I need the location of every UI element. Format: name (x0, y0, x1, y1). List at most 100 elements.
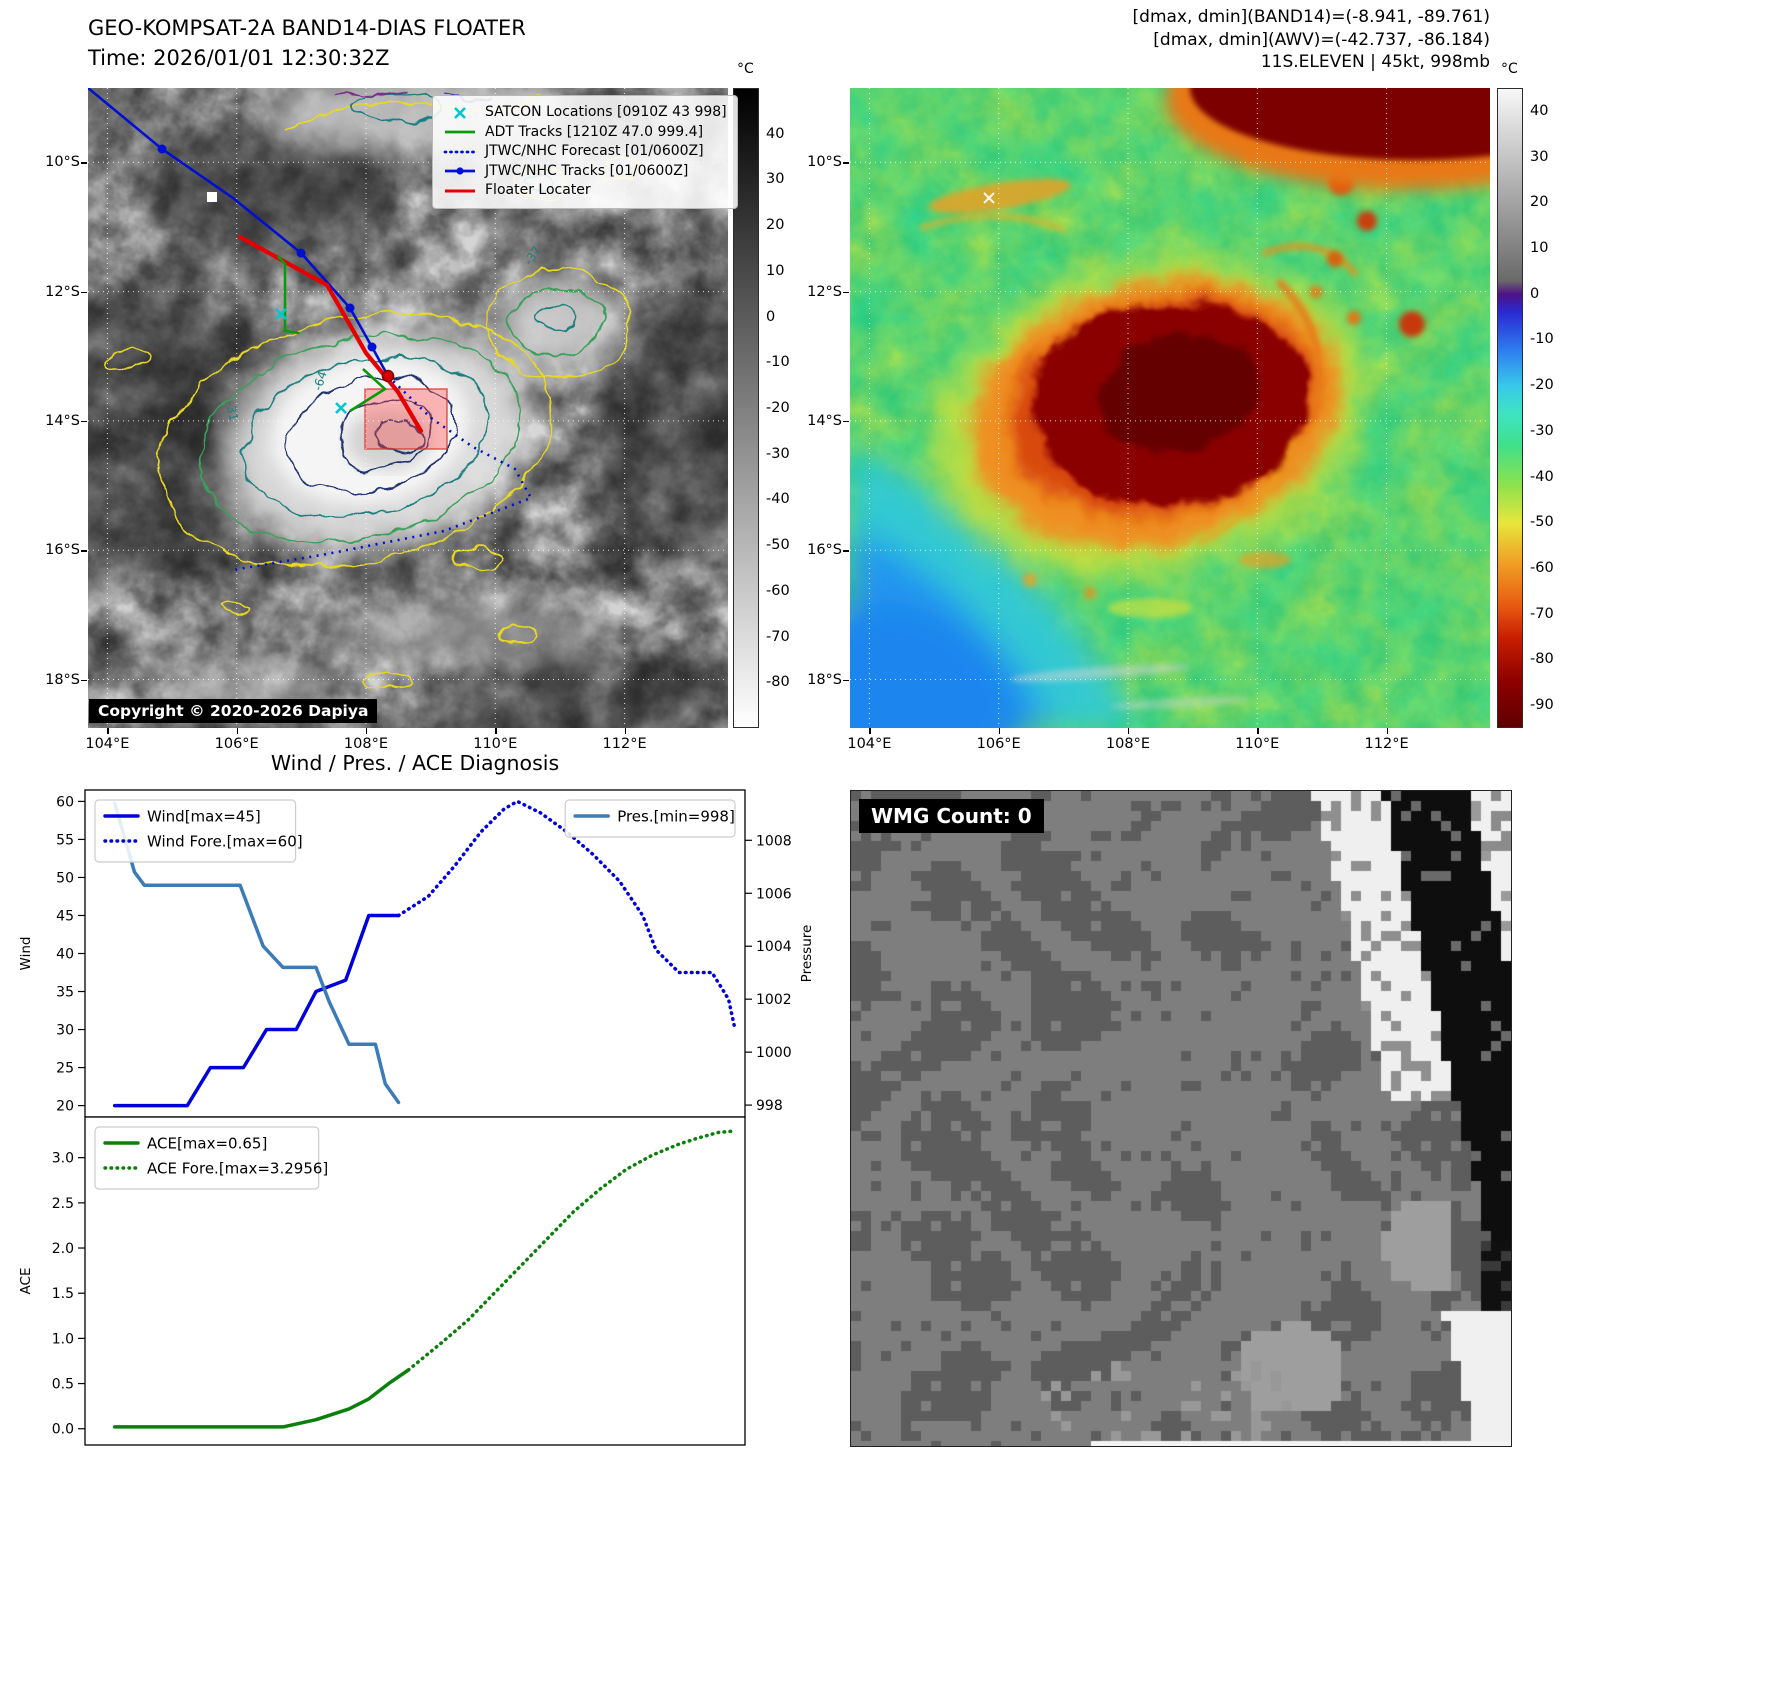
colorbar-tick-label: -60 (1530, 560, 1554, 576)
longitude-tick-label: 108°E (343, 736, 389, 752)
copyright-watermark: Copyright © 2020-2026 Dapiya (89, 699, 378, 723)
y2-tick-label: 1000 (756, 1045, 792, 1061)
legend-marker-shape (454, 106, 466, 119)
central-dense-overcast (933, 261, 1367, 575)
contour-label: -31 (223, 400, 241, 422)
storm-id-intensity: 11S.ELEVEN | 45kt, 998mb (1260, 52, 1490, 72)
red-line-marker (445, 189, 475, 193)
y-tick-label: 40 (56, 947, 74, 963)
y-tick-label: 0.5 (52, 1377, 74, 1393)
y-tick-label: 1.0 (52, 1331, 74, 1347)
axis-tick-mark (1127, 728, 1130, 734)
latitude-tick-label: 12°S (45, 283, 80, 300)
legend-item-label: Floater Locater (485, 182, 591, 198)
y-tick-label: 30 (56, 1023, 74, 1039)
legend-item: SATCON Locations [0910Z 43 998] (443, 103, 727, 123)
latitude-tick-label: 14°S (45, 412, 80, 429)
track-point (157, 144, 167, 154)
y2-tick-label: 1002 (756, 992, 792, 1008)
longitude-tick-label: 112°E (602, 736, 647, 752)
series-line (112, 1368, 411, 1429)
colorbar-tick-label: 10 (766, 262, 785, 279)
chart-legend-box (94, 799, 297, 863)
colorbar-tick-label: 40 (766, 125, 785, 142)
colorbar-tick-label: -40 (1530, 468, 1554, 485)
floater-region-box (364, 388, 448, 450)
convective-streamers (1197, 243, 1358, 546)
colorbar-tick-label: -70 (766, 628, 790, 645)
adt-track-line (349, 368, 388, 413)
longitude-tick-label: 110°E (473, 736, 518, 752)
diagnosis-title: Wind / Pres. / ACE Diagnosis (270, 751, 560, 775)
axis-tick-mark (843, 679, 849, 681)
track-point (367, 342, 377, 352)
axis-tick-mark (81, 162, 87, 164)
legend-item: ADT Tracks [1210Z 47.0 999.4] (443, 123, 727, 143)
series-line (112, 801, 401, 1105)
legend-item-label: SATCON Locations [0910Z 43 998] (485, 104, 727, 120)
colorbar-tick-label: 20 (766, 217, 785, 234)
y-tick-label: 60 (56, 794, 74, 810)
latitude-tick-label: 14°S (807, 412, 842, 429)
colorbar-tick-label: 0 (766, 308, 776, 325)
colorbar-tick-label: -30 (1530, 422, 1554, 439)
awv-dmax-band14: [dmax, dmin](BAND14)=(-8.941, -89.761) (1132, 7, 1490, 27)
blue-dotted-marker (443, 150, 477, 154)
axis-tick-mark (81, 420, 87, 423)
series-line (406, 1129, 737, 1372)
band14-time: Time: 2026/01/01 12:30:32Z (88, 46, 390, 70)
legend-item: JTWC/NHC Forecast [01/0600Z] (443, 142, 727, 162)
chart-legend-label: ACE Fore.[max=3.2956] (147, 1160, 328, 1178)
northeast-cloud-shield (1165, 88, 1490, 190)
scattered-convection-spots (919, 150, 1425, 710)
band14-map-legend: SATCON Locations [0910Z 43 998] ADT Track… (432, 95, 738, 209)
axis-tick-mark (495, 728, 497, 734)
legend-item-label: ADT Tracks [1210Z 47.0 999.4] (485, 123, 704, 140)
colorbar-tick-label: -90 (1530, 697, 1554, 714)
colorbar-tick-label: -10 (766, 354, 790, 371)
latitude-tick-label: 18°S (807, 671, 842, 688)
axis-tick-mark (1386, 728, 1389, 734)
legend-item: Floater Locater (443, 181, 727, 201)
colorbar-tick-label: 20 (1530, 194, 1549, 211)
track-layer (88, 88, 533, 572)
track-point (345, 303, 355, 313)
longitude-tick-label: 106°E (214, 736, 259, 752)
band14-grid (88, 88, 728, 728)
axis-tick-mark (1257, 728, 1259, 734)
blue-line-marker-marker (445, 167, 475, 175)
current-position-marker (381, 369, 395, 383)
y2-tick-label: 1004 (756, 939, 792, 955)
latitude-tick-label: 16°S (45, 542, 80, 559)
colorbar-tick-label: 30 (1530, 148, 1549, 165)
y-tick-label: 0.0 (52, 1422, 74, 1438)
awv-grid (850, 88, 1490, 728)
band14-title: GEO-KOMPSAT-2A BAND14-DIAS FLOATER (88, 16, 526, 40)
dark-cloud-zones (88, 123, 728, 728)
axis-tick-mark (624, 728, 627, 734)
floater-locater-line (237, 234, 424, 434)
square-marker (207, 192, 217, 202)
axis-tick-mark (869, 728, 871, 734)
colorbar-tick-label: 0 (1530, 285, 1540, 302)
chart-frame (84, 789, 746, 1118)
y2-tick-label: 1008 (756, 833, 792, 849)
axis-tick-mark (236, 728, 239, 734)
legend-item-label: JTWC/NHC Tracks [01/0600Z] (485, 162, 689, 179)
awv-colorbar-unit: °C (1501, 61, 1518, 77)
axis-tick-mark (81, 550, 87, 552)
latitude-tick-label: 12°S (807, 283, 842, 300)
green-line-marker (445, 130, 475, 134)
colorbar-tick-label: -50 (766, 537, 790, 554)
y-tick-label: 35 (56, 985, 74, 1001)
y-tick-label: 50 (56, 870, 74, 886)
y2-tick-label: 998 (756, 1098, 783, 1114)
colorbar-tick-label: -50 (1530, 514, 1554, 531)
longitude-tick-label: 106°E (976, 736, 1021, 752)
axis-tick-mark (81, 291, 87, 294)
longitude-tick-label: 108°E (1105, 736, 1151, 752)
chart-legend-box (94, 1126, 320, 1190)
longitude-tick-label: 112°E (1364, 736, 1409, 752)
chart-legend-label: ACE[max=0.65] (147, 1135, 267, 1153)
